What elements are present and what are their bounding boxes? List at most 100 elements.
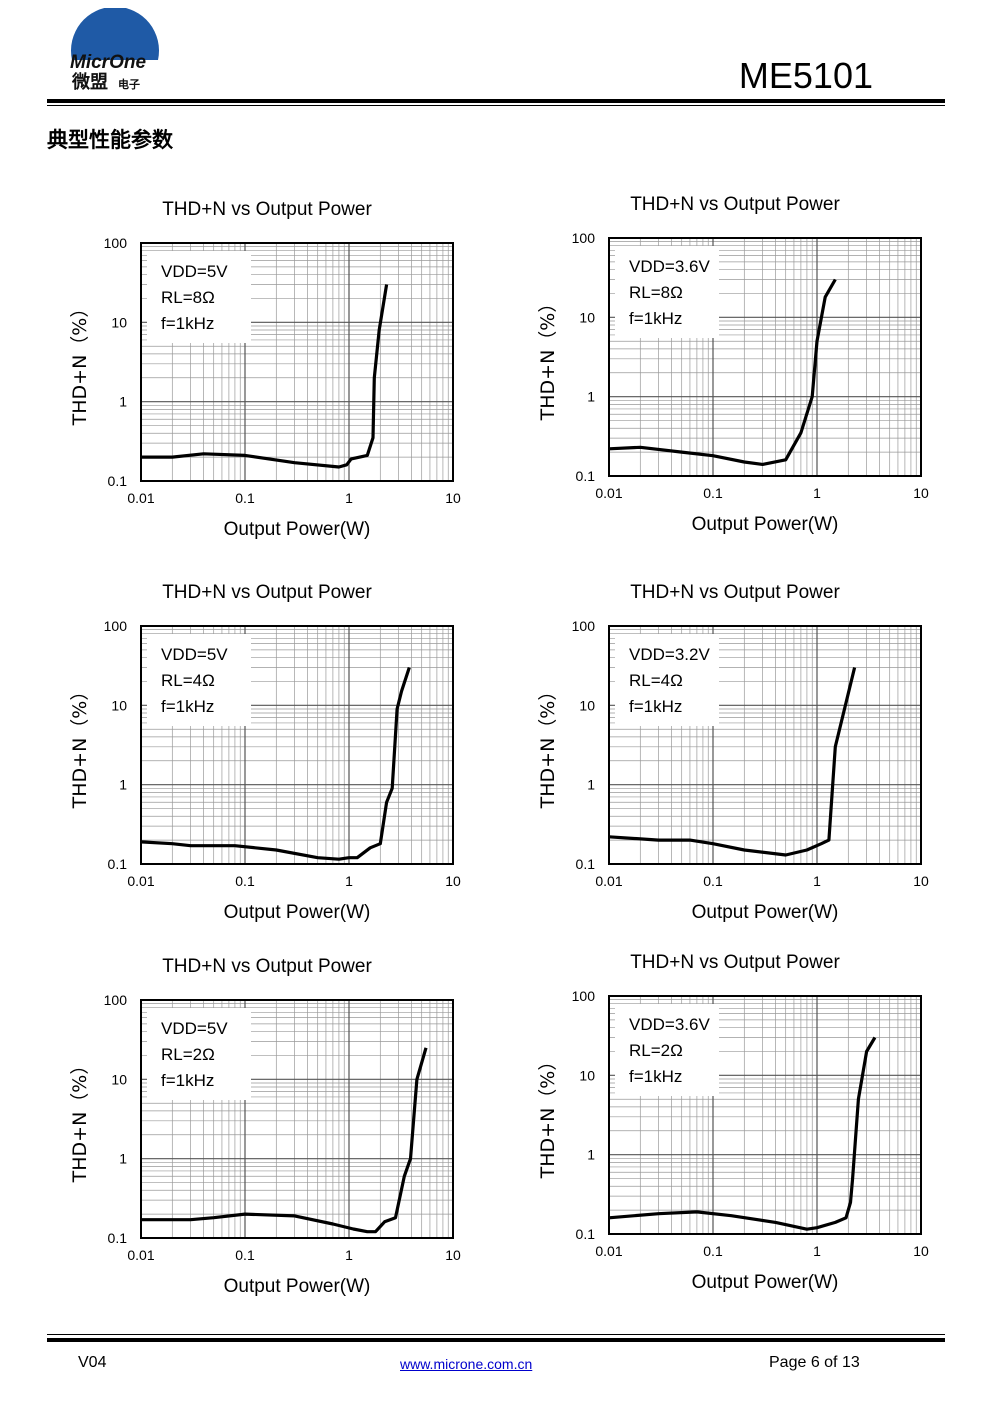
header-rule-thick — [47, 99, 945, 103]
x-axis-label: Output Power(W) — [224, 902, 371, 923]
y-tick-label: 0.1 — [108, 1230, 128, 1246]
logo-cn-small: 电子 — [118, 77, 140, 91]
x-tick-label: 10 — [913, 485, 929, 501]
x-tick-label: 10 — [913, 873, 929, 889]
chart-5: 0.01 0.1 1 10 0.1 1 10 100 THD+N vs Output Power… — [66, 952, 466, 1307]
y-tick-label: 10 — [579, 309, 595, 325]
x-tick-label: 0.1 — [703, 1243, 723, 1259]
plot-frame — [608, 237, 922, 477]
series-line — [608, 1036, 877, 1231]
annotation-line: VDD=5V — [161, 1019, 228, 1038]
logo-text: MicrOne — [70, 52, 146, 73]
series-line — [141, 284, 389, 469]
x-tick-label: 0.1 — [703, 485, 723, 501]
series-line — [608, 667, 857, 857]
y-tick-label: 10 — [111, 1071, 127, 1087]
y-tick-label: 10 — [111, 314, 127, 330]
x-axis-label: Output Power(W) — [692, 902, 839, 923]
annotation-line: f=1kHz — [161, 697, 214, 716]
plot-frame — [140, 242, 454, 482]
y-tick-label: 10 — [579, 697, 595, 713]
annotation-box: VDD=5V RL=8Ω f=1kHz — [147, 251, 251, 343]
y-tick-label: 10 — [579, 1067, 595, 1083]
x-axis-label: Output Power(W) — [224, 519, 371, 540]
x-tick-label: 0.01 — [127, 1247, 154, 1263]
y-tick-label: 0.1 — [108, 856, 128, 872]
logo-arc — [71, 6, 159, 61]
y-tick-label: 0.1 — [576, 1226, 596, 1242]
y-tick-label: 10 — [111, 697, 127, 713]
annotation-line: RL=4Ω — [161, 671, 215, 690]
annotation-line: VDD=5V — [161, 262, 228, 281]
annotation-line: RL=4Ω — [629, 671, 683, 690]
y-axis-label: THD+N（%） — [537, 294, 559, 422]
annotation-bg — [147, 251, 251, 343]
y-tick-label: 0.1 — [576, 468, 596, 484]
plot-frame — [608, 995, 922, 1235]
x-tick-label: 0.01 — [127, 873, 154, 889]
y-axis-label: THD+N（%） — [69, 1056, 91, 1184]
x-axis-label: Output Power(W) — [692, 514, 839, 535]
x-tick-label: 0.1 — [235, 1247, 255, 1263]
x-tick-label: 1 — [345, 490, 353, 506]
chart-title: THD+N vs Output Power — [630, 952, 840, 973]
x-tick-label: 0.1 — [235, 873, 255, 889]
version: V04 — [78, 1354, 107, 1371]
logo-cn: 微盟 — [71, 71, 108, 93]
x-tick-label: 10 — [445, 490, 461, 506]
x-tick-label: 1 — [813, 873, 821, 889]
y-tick-label: 100 — [104, 618, 128, 634]
annotation-line: f=1kHz — [161, 1071, 214, 1090]
annotation-box: VDD=3.6V RL=8Ω f=1kHz — [615, 246, 719, 338]
chart-title: THD+N vs Output Power — [162, 956, 372, 977]
annotation-line: RL=8Ω — [629, 283, 683, 302]
chart-title: THD+N vs Output Power — [162, 582, 372, 603]
annotation-bg — [147, 634, 251, 726]
y-tick-label: 100 — [104, 235, 128, 251]
y-tick-label: 1 — [587, 777, 595, 793]
y-tick-label: 1 — [119, 1151, 127, 1167]
annotation-bg — [147, 1008, 251, 1100]
plot-frame — [608, 625, 922, 865]
annotation-line: VDD=3.2V — [629, 645, 710, 664]
chart-4: 0.01 0.1 1 10 0.1 1 10 100 THD+N vs Output Power… — [534, 578, 934, 933]
chart-title: THD+N vs Output Power — [630, 582, 840, 603]
y-tick-label: 1 — [119, 394, 127, 410]
y-axis-label: THD+N（%） — [537, 1052, 559, 1180]
annotation-line: f=1kHz — [629, 309, 682, 328]
annotation-box: VDD=5V RL=2Ω f=1kHz — [147, 1008, 251, 1100]
series-line — [140, 667, 411, 861]
chart-2: 0.01 0.1 1 10 0.1 1 10 100 THD+N vs Output Power… — [534, 190, 934, 545]
annotation-bg — [615, 246, 719, 338]
annotation-box: VDD=3.2V RL=4Ω f=1kHz — [615, 634, 719, 726]
x-tick-label: 0.01 — [595, 873, 622, 889]
y-tick-label: 100 — [572, 618, 596, 634]
x-tick-label: 1 — [813, 485, 821, 501]
x-tick-label: 0.1 — [703, 873, 723, 889]
y-tick-label: 100 — [572, 230, 596, 246]
x-tick-label: 0.01 — [127, 490, 154, 506]
website-link[interactable]: www.microne.com.cn — [400, 1356, 533, 1372]
x-tick-label: 0.01 — [595, 485, 622, 501]
chart-1: 0.01 0.1 1 10 0.1 1 10 100 THD+N vs Output Power… — [66, 195, 466, 550]
annotation-line: RL=8Ω — [161, 288, 215, 307]
plot-frame — [140, 625, 454, 865]
plot-frame — [140, 999, 454, 1239]
chart-title: THD+N vs Output Power — [630, 194, 840, 215]
annotation-bg — [615, 634, 719, 726]
annotation-line: f=1kHz — [629, 697, 682, 716]
annotation-line: f=1kHz — [629, 1067, 682, 1086]
x-tick-label: 0.1 — [235, 490, 255, 506]
x-axis-label: Output Power(W) — [692, 1272, 839, 1293]
section-title: 典型性能参数 — [47, 128, 173, 152]
y-tick-label: 1 — [587, 389, 595, 405]
chart-title: THD+N vs Output Power — [162, 199, 372, 220]
series-line — [608, 278, 837, 466]
header-rule-thin — [47, 105, 945, 106]
